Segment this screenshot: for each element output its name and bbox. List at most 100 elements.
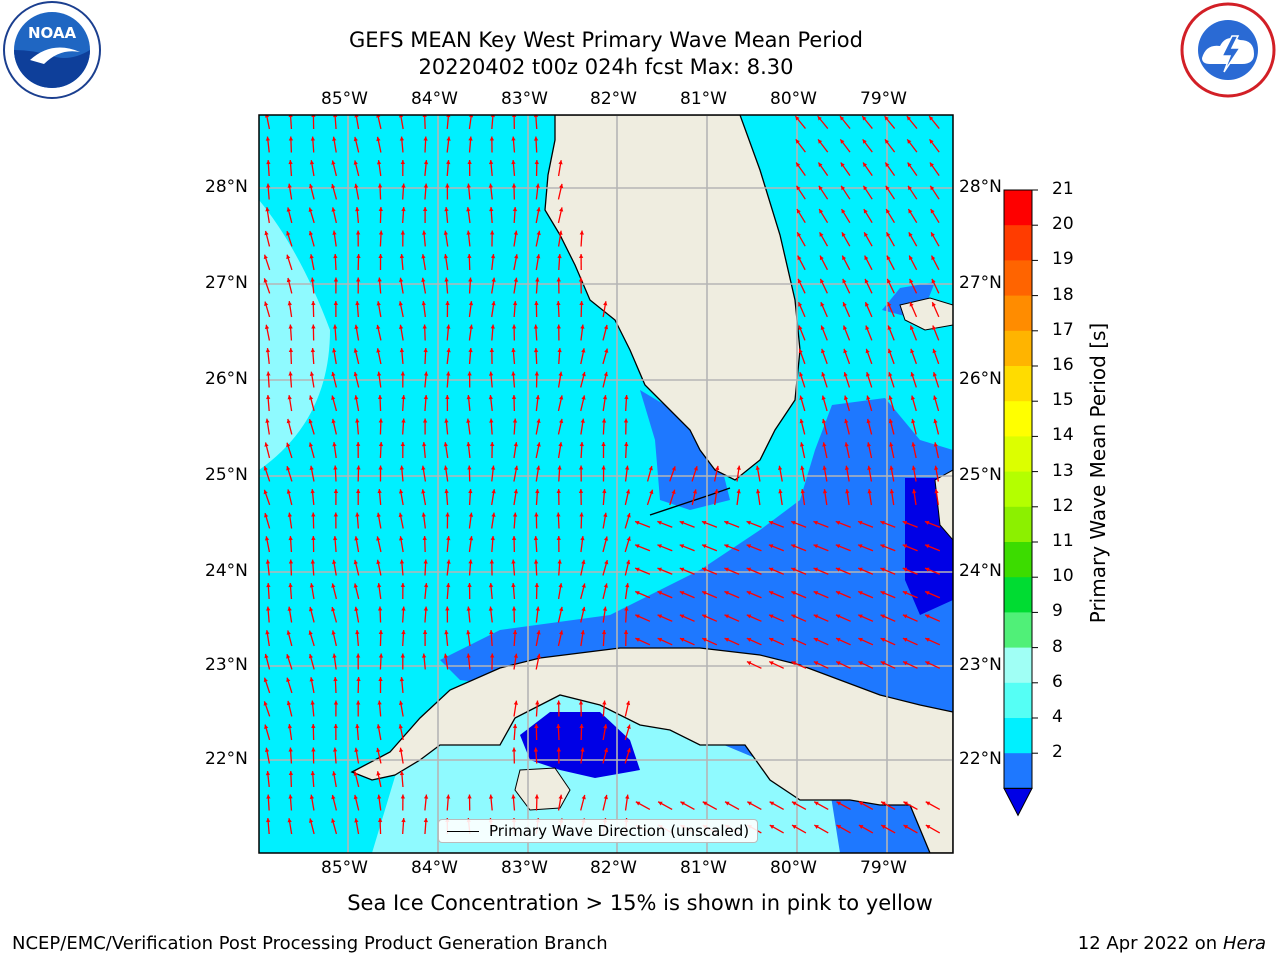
wave-direction-arrowhead	[910, 395, 915, 400]
wave-direction-arrowhead	[332, 348, 337, 353]
wave-direction-arrowhead	[858, 637, 863, 642]
wave-direction-arrowhead	[910, 372, 915, 377]
wave-direction-arrowhead	[266, 160, 271, 165]
cuba-landmass	[350, 647, 953, 853]
wave-direction-arrowhead	[309, 465, 314, 471]
wave-direction-arrowhead	[836, 801, 842, 806]
wave-direction-arrowhead	[288, 536, 293, 541]
lon-tick-bottom-80w: 80°W	[770, 858, 817, 878]
wave-direction-arrowhead	[331, 794, 336, 800]
wave-direction-arrowhead	[933, 418, 938, 424]
wave-direction-arrowhead	[533, 348, 539, 353]
wave-direction-arrowhead	[490, 536, 495, 541]
wave-direction-arrowhead	[488, 606, 494, 611]
wave-direction-arrowhead	[331, 184, 336, 189]
wave-direction-arrowhead	[746, 614, 752, 619]
wave-direction-arrowhead	[557, 348, 562, 353]
colorbar-tick-label: 4	[1052, 707, 1063, 727]
lat-tick-right-24n: 24°N	[959, 561, 1002, 581]
wave-direction-arrowhead	[263, 466, 268, 471]
wave-direction-arrowhead	[376, 724, 381, 729]
wave-direction-arrowhead	[559, 183, 564, 189]
wave-direction-arrowhead	[446, 348, 451, 353]
wave-direction-arrowhead	[822, 489, 828, 494]
wave-direction-arrowhead	[881, 801, 886, 806]
wave-direction-arrowhead	[911, 442, 916, 447]
wave-direction-arrowhead	[400, 794, 406, 799]
wave-direction-arrowhead	[378, 254, 383, 258]
wave-direction-arrowhead	[724, 567, 729, 572]
wave-direction-arrowhead	[467, 583, 472, 587]
wave-direction-arrowhead	[446, 324, 451, 329]
wave-direction-arrowhead	[841, 185, 846, 191]
wave-direction-arrowhead	[264, 724, 269, 729]
wave-direction-arrowhead	[889, 489, 895, 494]
wave-direction-arrowhead	[865, 325, 870, 330]
wave-direction-arrowhead	[468, 277, 473, 282]
wave-direction-arrowhead	[536, 254, 541, 259]
wave-direction-arrowhead	[311, 324, 316, 329]
wave-direction-arrowhead	[820, 325, 825, 330]
wave-direction-arrowhead	[288, 771, 294, 776]
wave-direction-arrowhead	[514, 465, 519, 471]
wave-direction-arrowhead	[512, 724, 518, 729]
wave-direction-arrowhead	[491, 301, 496, 306]
wave-direction-arrowhead	[813, 591, 819, 596]
map-legend: Primary Wave Direction (unscaled)	[438, 819, 759, 843]
wave-direction-arrowhead	[581, 348, 586, 353]
wave-direction-arrowhead	[925, 801, 931, 806]
colorbar	[1003, 189, 1038, 817]
wave-direction-arrowhead	[265, 559, 271, 564]
wave-direction-arrowhead	[398, 277, 404, 282]
wave-direction-arrowhead	[842, 255, 847, 261]
wave-direction-arrowhead	[308, 630, 313, 636]
wave-direction-arrowhead	[813, 520, 818, 525]
wave-direction-arrowhead	[819, 209, 824, 214]
wave-direction-arrowhead	[866, 442, 872, 447]
wave-direction-arrowhead	[724, 544, 729, 549]
wave-direction-arrowhead	[536, 230, 541, 236]
wave-direction-arrowhead	[286, 630, 291, 635]
florida-landmass	[544, 115, 801, 481]
wave-direction-arrowhead	[930, 185, 935, 191]
wave-direction-arrowhead	[443, 254, 449, 259]
wave-direction-arrowhead	[308, 419, 313, 424]
wave-direction-arrowhead	[399, 771, 405, 776]
wave-direction-arrowhead	[835, 567, 841, 572]
wave-direction-arrowhead	[445, 606, 450, 611]
wave-direction-arrowhead	[755, 489, 761, 494]
wave-direction-arrowhead	[929, 139, 934, 144]
wave-direction-arrowhead	[603, 724, 608, 729]
lon-tick-top-85w: 85°W	[321, 89, 368, 109]
wave-direction-arrowhead	[401, 395, 406, 400]
wave-direction-arrowhead	[468, 136, 473, 141]
lat-tick-right-28n: 28°N	[959, 177, 1002, 197]
wave-direction-arrowhead	[512, 301, 518, 306]
wave-direction-arrowhead	[378, 653, 384, 658]
wave-direction-arrowhead	[556, 536, 561, 540]
footer-run-info: 12 Apr 2022 on Hera	[1078, 933, 1266, 954]
wave-direction-arrowhead	[581, 395, 586, 400]
wave-direction-arrowhead	[400, 583, 406, 587]
wave-direction-arrowhead	[355, 724, 360, 729]
wave-direction-arrowhead	[444, 418, 449, 423]
wave-direction-arrowhead	[814, 801, 819, 806]
colorbar-tick-label: 14	[1052, 425, 1074, 446]
wave-direction-arrowhead	[266, 794, 271, 799]
wave-direction-arrowhead	[310, 559, 316, 564]
wave-direction-arrowhead	[747, 801, 752, 806]
wave-direction-arrowhead	[400, 653, 405, 658]
wave-direction-arrowhead	[421, 489, 426, 494]
wave-direction-arrowhead	[843, 372, 848, 377]
wave-direction-arrowhead	[887, 325, 892, 330]
wave-direction-arrowhead	[353, 771, 358, 776]
wave-direction-arrowhead	[820, 302, 825, 307]
colorbar-tick-label: 15	[1052, 390, 1074, 411]
wave-direction-arrowhead	[421, 512, 426, 517]
colorbar-segment	[1004, 471, 1032, 508]
map-graticule	[259, 115, 953, 853]
wave-direction-arrowhead	[558, 442, 563, 447]
wave-direction-arrowhead	[534, 724, 539, 729]
wave-direction-arrowhead	[399, 348, 405, 353]
